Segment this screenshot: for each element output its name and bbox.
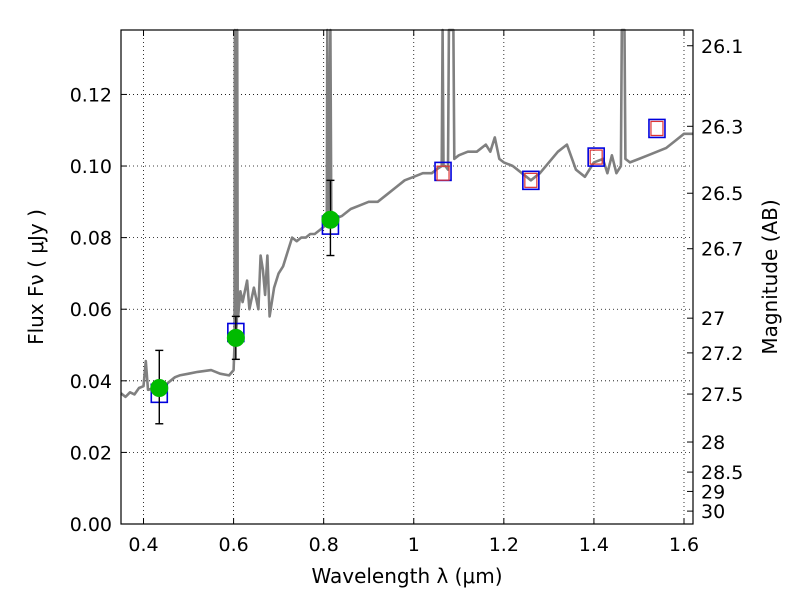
y2-tick-label: 28 (701, 432, 725, 454)
x-tick-label: 1.6 (669, 534, 699, 556)
marker-layer (150, 118, 666, 425)
y2-tick-label: 30 (701, 501, 725, 523)
y-tick-label: 0.10 (70, 156, 112, 178)
y2-tick-label: 27.5 (701, 384, 743, 406)
observed-point (321, 210, 340, 229)
y2-tick-label: 26.7 (701, 239, 743, 261)
series-layer (120, 28, 693, 399)
y2-tick-label: 27 (701, 308, 725, 330)
x-tick-label: 0.8 (309, 534, 339, 556)
y-tick-label: 0.12 (70, 84, 112, 106)
observed-point (226, 328, 245, 347)
spectrum-line (120, 28, 693, 399)
model-square-blue (648, 118, 666, 139)
x-tick-label: 1.2 (489, 534, 519, 556)
y-axis-label: Flux Fν ( μJy ) (24, 209, 48, 345)
x-tick-label: 0.6 (218, 534, 248, 556)
y-tick-label: 0.02 (70, 442, 112, 464)
model-square-blue (522, 170, 540, 191)
model-square-red (589, 149, 603, 165)
y2-tick-label: 27.2 (701, 343, 743, 365)
model-square-red (650, 120, 664, 137)
x-tick-label: 0.4 (128, 534, 158, 556)
y-tick-label: 0.08 (70, 228, 112, 250)
y2-axis-label: Magnitude (AB) (758, 199, 782, 354)
y2-tick-label: 26.3 (701, 116, 743, 138)
observed-point (150, 378, 169, 397)
x-axis-label: Wavelength λ (μm) (311, 564, 502, 588)
model-square-red (436, 165, 450, 181)
x-tick-label: 1 (408, 534, 420, 556)
x-tick-label: 1.4 (579, 534, 609, 556)
y2-tick-label: 28.5 (701, 462, 743, 484)
y-tick-label: 0.04 (70, 371, 112, 393)
y-tick-label: 0.00 (70, 514, 112, 536)
tick-layer: 0.4 0.6 0.8 1 1.2 1.4 1.6 0.00 0.02 0.04 0.06 0.08 0… (70, 30, 743, 556)
y2-tick-label: 26.5 (701, 183, 743, 205)
model-square-red (524, 172, 538, 188)
y2-tick-label: 26.1 (701, 36, 743, 58)
grid-layer (121, 30, 693, 525)
plot-frame (120, 29, 694, 525)
y-tick-label: 0.06 (70, 299, 112, 321)
model-square-blue (587, 147, 605, 167)
y2-tick-label: 29 (701, 481, 725, 503)
